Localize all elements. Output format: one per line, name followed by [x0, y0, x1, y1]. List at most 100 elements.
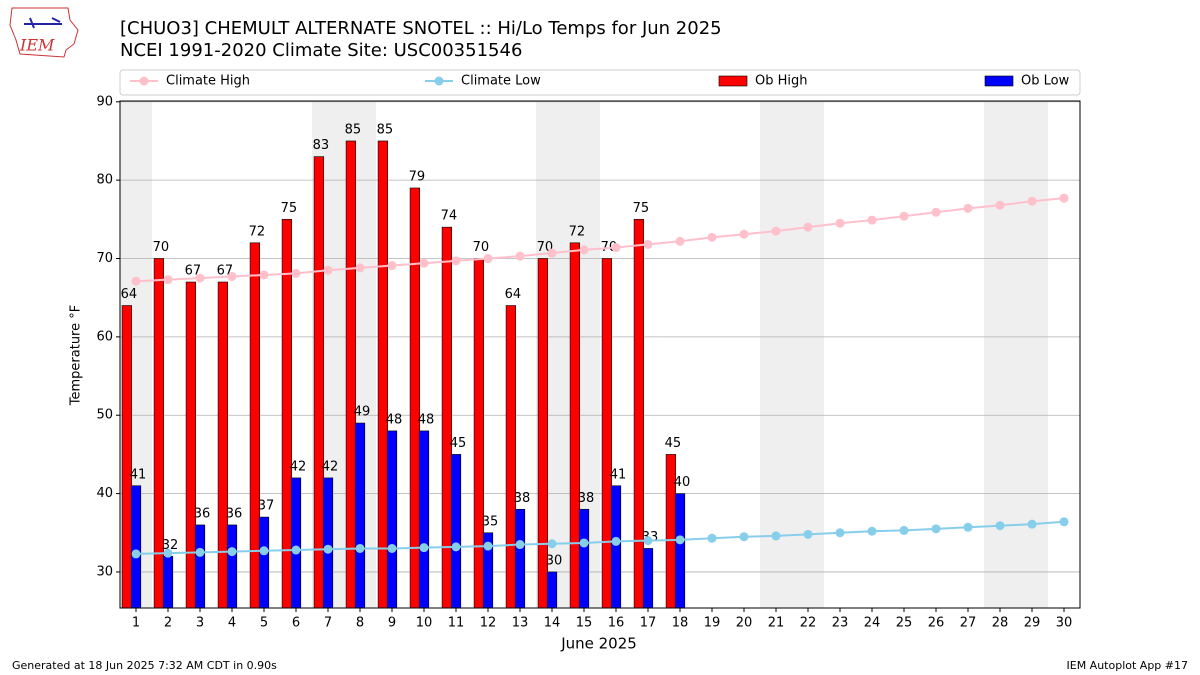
point: [515, 540, 525, 550]
x-tick-label: 5: [260, 616, 268, 631]
point: [291, 545, 301, 555]
y-tick-label: 80: [96, 173, 113, 188]
y-tick-label: 60: [96, 329, 113, 344]
x-tick-label: 21: [768, 616, 785, 631]
data-label: 40: [674, 475, 691, 490]
legend-label: Climate Low: [461, 74, 541, 89]
bar: [450, 454, 462, 609]
point: [707, 533, 717, 543]
data-label: 79: [409, 169, 426, 184]
bar: [546, 571, 558, 609]
x-tick-label: 16: [608, 616, 625, 631]
legend-label: Ob High: [755, 74, 808, 89]
bar: [441, 226, 452, 609]
point: [291, 268, 301, 278]
x-tick-label: 3: [196, 616, 204, 631]
point: [931, 524, 941, 534]
bar: [386, 430, 398, 609]
point: [323, 265, 333, 275]
bar: [418, 430, 430, 609]
point: [771, 531, 781, 541]
data-label: 48: [418, 412, 435, 427]
y-tick-label: 40: [96, 486, 113, 501]
x-tick-label: 12: [480, 616, 497, 631]
bar: [674, 493, 686, 609]
point: [803, 529, 813, 539]
x-tick-label: 15: [576, 616, 593, 631]
x-axis-label: June 2025: [560, 635, 637, 653]
point: [163, 548, 173, 558]
point: [227, 547, 237, 557]
bar: [290, 477, 302, 609]
data-label: 75: [281, 201, 298, 216]
x-tick-label: 11: [448, 616, 465, 631]
bar: [249, 242, 260, 609]
point: [131, 549, 141, 559]
data-label: 72: [249, 224, 266, 239]
data-label: 37: [258, 499, 275, 514]
x-tick-label: 13: [512, 616, 529, 631]
x-tick-label: 24: [864, 616, 881, 631]
point: [323, 544, 333, 554]
data-label: 42: [322, 459, 339, 474]
point: [835, 528, 845, 538]
bar: [569, 242, 580, 609]
bar: [162, 555, 174, 609]
bar: [185, 281, 196, 609]
point: [131, 276, 141, 286]
plot-frame: [119, 100, 1081, 609]
bar: [194, 524, 206, 609]
point: [867, 215, 877, 225]
bar: [130, 485, 142, 609]
point: [675, 236, 685, 246]
bar: [377, 140, 388, 609]
point: [387, 261, 397, 271]
point: [579, 245, 589, 255]
bar: [473, 258, 484, 609]
x-tick-label: 19: [704, 616, 721, 631]
bar: [217, 281, 228, 609]
point: [995, 200, 1005, 210]
data-label: 41: [130, 467, 147, 482]
y-tick-label: 50: [96, 408, 113, 423]
legend-swatch: [984, 75, 1014, 87]
point: [259, 270, 269, 280]
data-label: 75: [633, 201, 650, 216]
bar: [121, 305, 132, 609]
x-tick-label: 26: [928, 616, 945, 631]
data-label: 30: [546, 553, 563, 568]
point: [675, 535, 685, 545]
line: [135, 197, 1065, 283]
x-tick-label: 9: [388, 616, 396, 631]
weekend-shade: [984, 101, 1016, 608]
point: [547, 539, 557, 549]
x-tick-label: 4: [228, 616, 236, 631]
point: [771, 226, 781, 236]
weekend-shade: [792, 101, 824, 608]
x-tick-label: 27: [960, 616, 977, 631]
point: [419, 258, 429, 268]
weekend-shade: [1016, 101, 1048, 608]
point: [995, 521, 1005, 531]
chart-title: [CHUO3] CHEMULT ALTERNATE SNOTEL :: Hi/L…: [120, 18, 722, 39]
legend-swatch: [718, 75, 748, 87]
bar: [354, 422, 366, 609]
legend-label: Ob Low: [1021, 74, 1070, 89]
x-tick-label: 7: [324, 616, 332, 631]
bar: [610, 485, 622, 609]
data-label: 48: [386, 412, 403, 427]
legend-marker: [434, 76, 444, 86]
point: [259, 546, 269, 556]
point: [1059, 517, 1069, 527]
bar: [578, 508, 590, 609]
point: [1027, 196, 1037, 206]
legend-box: [119, 69, 1081, 96]
y-axis-label: Temperature °F: [69, 305, 84, 406]
legend-marker: [139, 76, 149, 86]
point: [739, 229, 749, 239]
point: [643, 536, 653, 546]
point: [195, 273, 205, 283]
data-label: 45: [665, 436, 682, 451]
point: [387, 543, 397, 553]
x-tick-label: 28: [992, 616, 1009, 631]
